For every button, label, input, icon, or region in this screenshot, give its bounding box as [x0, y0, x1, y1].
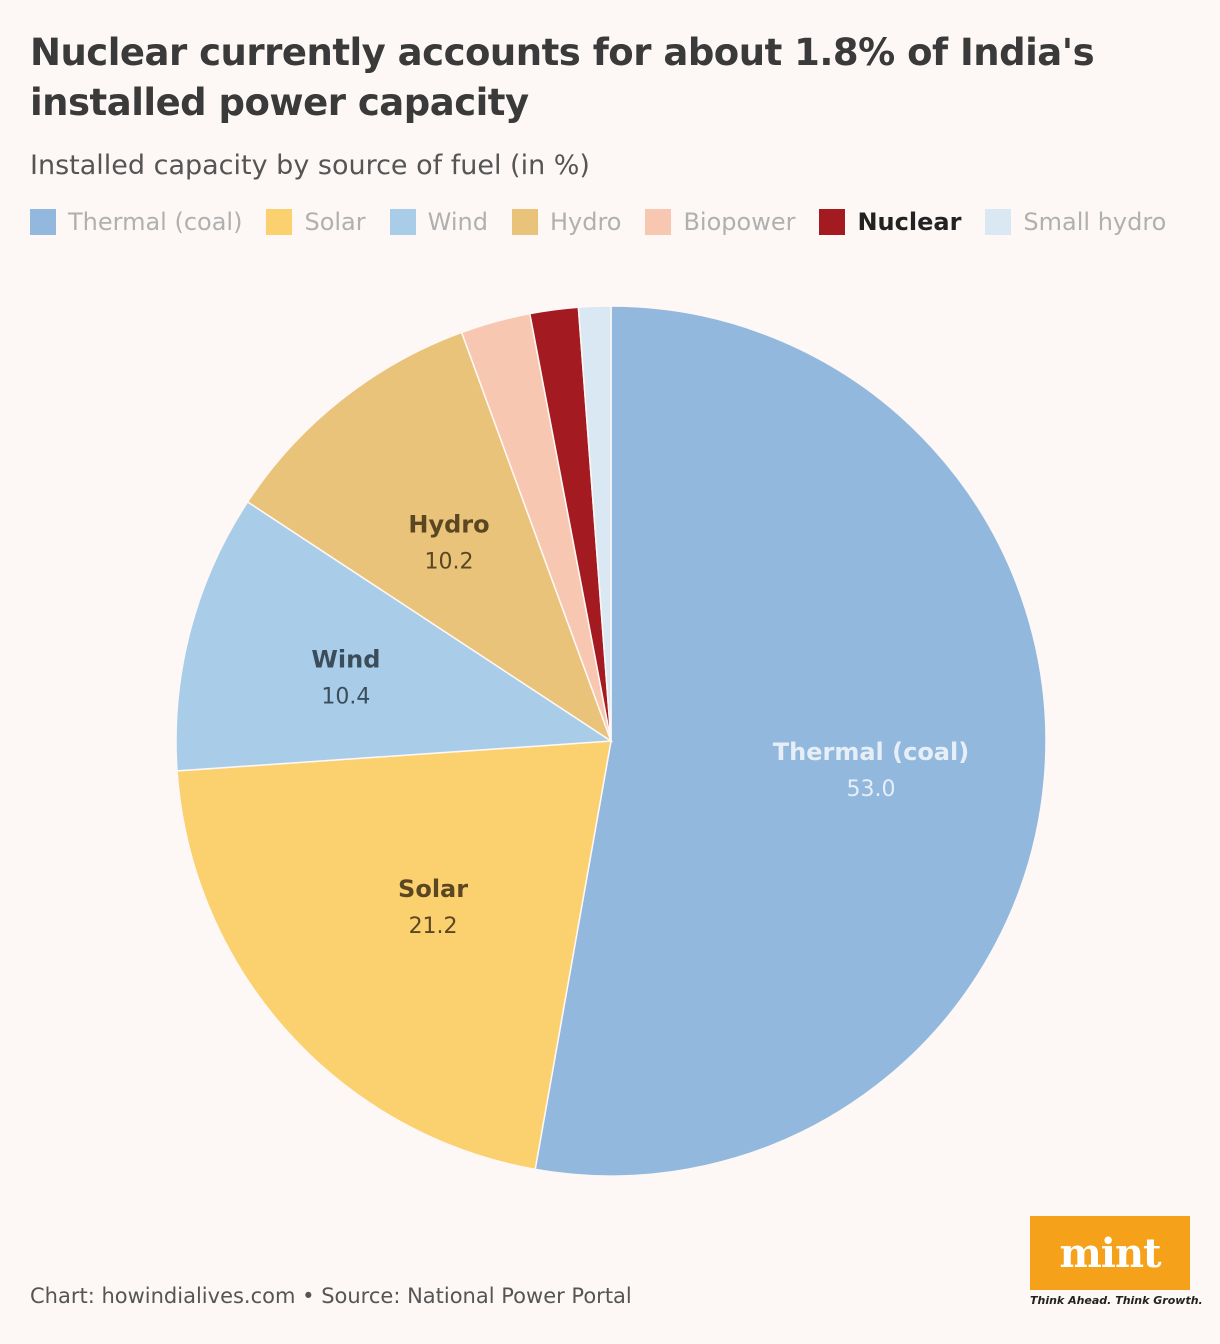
legend-label: Hydro — [549, 208, 622, 236]
pie-slice-thermal-coal — [534, 305, 1047, 1177]
pie-slice-solar — [176, 740, 612, 1171]
logo-text: mint — [1059, 1229, 1161, 1277]
source-footer: Chart: howindialives.com • Source: Natio… — [30, 1284, 632, 1308]
data-label-name-wind: Wind — [311, 645, 380, 673]
legend-swatch — [645, 209, 672, 235]
legend-item-thermal-coal: Thermal (coal) — [30, 208, 242, 236]
legend-label: Thermal (coal) — [68, 208, 243, 236]
legend-label: Solar — [304, 208, 366, 236]
legend-item-hydro: Hydro — [511, 208, 622, 236]
chart-title: Nuclear currently accounts for about 1.8… — [30, 31, 1095, 124]
legend-swatch — [389, 209, 416, 235]
legend: Thermal (coal) Solar Wind Hydro Biopower Nucl… — [30, 208, 1166, 236]
data-label-name-hydro: Hydro — [408, 510, 489, 538]
legend-swatch — [511, 209, 538, 235]
data-label-value-solar: 21.2 — [409, 914, 458, 939]
legend-item-small-hydro: Small hydro — [985, 208, 1166, 236]
legend-item-biopower: Biopower — [645, 208, 795, 236]
data-label-name-thermal-coal: Thermal (coal) — [773, 738, 969, 766]
data-label-value-wind: 10.4 — [321, 684, 370, 709]
legend-label: Wind — [427, 208, 488, 236]
legend-swatch — [266, 209, 293, 235]
legend-label: Small hydro — [1023, 208, 1167, 236]
mint-logo: mint — [1030, 1216, 1190, 1290]
legend-swatch — [985, 209, 1012, 235]
legend-label: Biopower — [683, 208, 796, 236]
legend-item-solar: Solar — [266, 208, 366, 236]
legend-item-wind: Wind — [389, 208, 488, 236]
pie-slice-small-hydro — [577, 305, 612, 742]
data-label-value-thermal-coal: 53.0 — [847, 777, 896, 802]
data-label-value-hydro: 10.2 — [425, 549, 474, 574]
legend-swatch — [30, 209, 56, 235]
legend-label: Nuclear — [857, 208, 962, 236]
chart-subtitle: Installed capacity by source of fuel (in… — [30, 150, 590, 181]
legend-swatch — [819, 209, 846, 235]
legend-item-nuclear: Nuclear — [819, 208, 961, 236]
pie-slice-wind — [175, 500, 614, 772]
logo-tagline: Think Ahead. Think Growth. — [1030, 1294, 1203, 1307]
data-label-name-solar: Solar — [398, 875, 468, 903]
pie-slice-hydro — [246, 331, 613, 743]
